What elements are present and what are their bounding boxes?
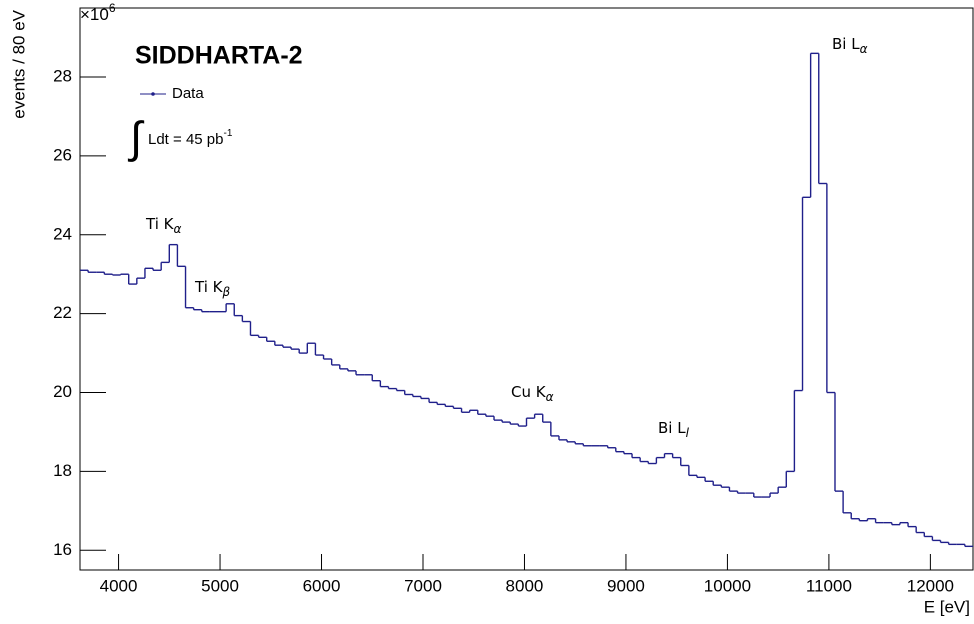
annotation-text: Ti K <box>145 215 175 233</box>
x-tick-label: 12000 <box>907 576 954 595</box>
luminosity: Ldt = 45 pb-1 <box>148 128 233 148</box>
y-multiplier-sup: 6 <box>109 1 116 15</box>
peak-annotation: Ti Kα <box>145 215 181 236</box>
x-tick-label: 8000 <box>506 576 544 595</box>
legend-entry: Data <box>172 85 204 102</box>
annotation-text: Bi L <box>658 419 686 437</box>
annotation-sub: β <box>221 285 230 299</box>
annotation-text: Cu K <box>511 383 547 401</box>
y-tick-label: 20 <box>53 382 72 401</box>
x-tick-label: 11000 <box>806 576 852 595</box>
x-axis-label: E [eV] <box>924 597 970 616</box>
luminosity-text: Ldt = 45 pb <box>148 131 223 148</box>
y-tick-label: 18 <box>53 461 72 480</box>
peak-annotation: Bi Lα <box>832 35 868 56</box>
annotation-text: Bi L <box>832 35 860 53</box>
y-tick-label: 22 <box>53 303 72 322</box>
annotation-sub: α <box>860 42 868 56</box>
x-tick-label: 4000 <box>100 576 138 595</box>
x-tick-label: 10000 <box>704 576 751 595</box>
peak-annotation: Bi Ll <box>658 419 690 440</box>
y-tick-label: 24 <box>53 224 72 243</box>
peak-annotation: Ti Kβ <box>194 278 230 299</box>
y-axis-label: events / 80 eV <box>9 9 28 118</box>
chart-title: SIDDHARTA-2 <box>135 42 303 70</box>
y-multiplier: ×106 <box>80 1 116 24</box>
annotation-sub: l <box>686 426 690 440</box>
x-tick-label: 7000 <box>404 576 442 595</box>
y-tick-label: 28 <box>53 67 72 86</box>
y-multiplier-text: ×10 <box>80 5 109 24</box>
plot-frame <box>79 7 974 571</box>
x-tick-label: 9000 <box>607 576 645 595</box>
integral-sign: ∫ <box>127 114 145 163</box>
legend-marker <box>151 92 155 96</box>
x-tick-label: 5000 <box>201 576 239 595</box>
annotation-text: Ti K <box>194 278 224 296</box>
y-tick-label: 26 <box>53 145 72 164</box>
luminosity-sup: -1 <box>223 128 232 139</box>
annotation-sub: α <box>546 390 554 404</box>
x-tick-label: 6000 <box>303 576 341 595</box>
y-tick-label: 16 <box>53 540 72 559</box>
peak-annotation: Cu Kα <box>511 383 554 404</box>
hist-connectors <box>87 53 966 547</box>
annotation-sub: α <box>173 222 181 236</box>
